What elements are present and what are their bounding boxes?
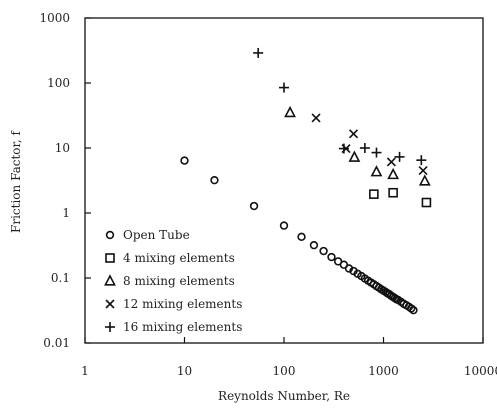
data-point <box>253 47 264 58</box>
data-series <box>180 47 432 315</box>
y-tick-label: 0.01 <box>43 336 70 350</box>
data-point <box>386 157 396 167</box>
data-point <box>309 240 319 250</box>
data-point <box>416 155 427 166</box>
data-point <box>348 150 361 162</box>
legend-marker <box>105 230 115 240</box>
x-tick-label: 10 <box>177 364 192 378</box>
data-point <box>297 232 306 242</box>
data-point <box>338 143 349 154</box>
legend-item: 16 mixing elements <box>105 320 242 334</box>
x-tick-label: 1000 <box>368 364 399 378</box>
legend-marker <box>105 322 115 332</box>
series-4 <box>311 113 428 176</box>
data-point <box>348 129 359 139</box>
data-point <box>327 252 336 262</box>
data-point <box>279 82 289 93</box>
data-point <box>279 221 289 230</box>
legend-label: 8 mixing elements <box>123 274 235 288</box>
data-point <box>369 189 379 199</box>
data-point <box>418 174 431 186</box>
y-axis-title: Friction Factor, f <box>9 129 23 233</box>
legend-item: Open Tube <box>105 228 190 242</box>
legend-label: 4 mixing elements <box>123 251 235 265</box>
data-point <box>409 305 418 315</box>
data-point <box>284 105 296 118</box>
y-axis: 0.01 0.1 1 10 100 1000 <box>39 11 91 350</box>
y-tick-label: 1000 <box>39 11 70 25</box>
data-point <box>418 165 428 176</box>
data-point <box>388 187 398 198</box>
x-tick-label: 1 <box>81 364 89 378</box>
y-tick-label: 10 <box>55 141 70 155</box>
legend-label: 16 mixing elements <box>123 320 242 334</box>
data-point <box>249 201 259 211</box>
data-point <box>371 147 382 158</box>
series-1 <box>180 156 418 315</box>
legend-marker <box>105 299 115 309</box>
series-3 <box>284 105 431 186</box>
legend-marker <box>104 274 116 286</box>
x-axis-title: Reynolds Number, Re <box>218 389 350 403</box>
legend-marker <box>105 253 115 263</box>
data-point <box>421 197 432 208</box>
x-tick-label: 100 <box>273 364 296 378</box>
data-point <box>210 175 219 185</box>
data-point <box>319 246 328 256</box>
data-point <box>387 167 400 180</box>
series-5 <box>253 47 427 166</box>
legend-label: Open Tube <box>123 228 190 242</box>
data-point <box>180 156 189 165</box>
data-point <box>394 151 405 162</box>
legend-label: 12 mixing elements <box>123 297 242 311</box>
legend-item: 12 mixing elements <box>105 297 242 311</box>
y-tick-label: 0.1 <box>51 271 70 285</box>
data-point <box>311 113 321 123</box>
series-2 <box>369 187 432 208</box>
legend-item: 8 mixing elements <box>104 274 235 288</box>
y-tick-label: 100 <box>47 76 70 90</box>
data-point <box>359 143 370 153</box>
legend: Open Tube 4 mixing elements 8 mixing eleme… <box>104 228 242 334</box>
data-point <box>370 165 383 177</box>
y-tick-label: 1 <box>62 206 70 220</box>
legend-item: 4 mixing elements <box>105 251 235 265</box>
